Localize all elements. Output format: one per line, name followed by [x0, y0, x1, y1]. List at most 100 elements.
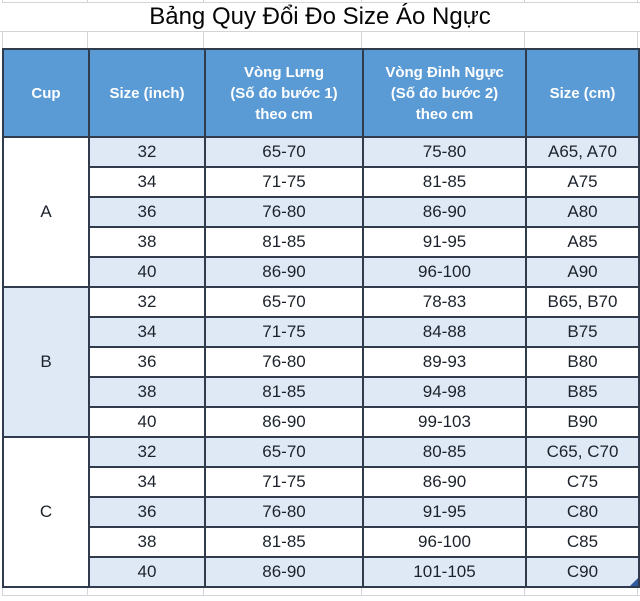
bust-cell: 96-100: [362, 526, 527, 558]
size-inch-cell: 34: [88, 466, 206, 498]
title-row: Bảng Quy Đổi Đo Size Áo Ngực: [0, 3, 640, 32]
gridline-cell: [362, 32, 525, 48]
gridline-cell: [525, 0, 638, 2]
size-inch-cell: 32: [88, 436, 206, 468]
bust-cell: 96-100: [362, 256, 527, 288]
table-row: A 32 65-70 75-80 A65, A70: [2, 136, 640, 288]
gridline-cell: [88, 0, 204, 2]
table-row: C 32 65-70 80-85 C65, C70: [2, 436, 640, 588]
bust-cell: 84-88: [362, 316, 527, 348]
band-cell: 71-75: [204, 166, 364, 198]
table-row: 38 81-85 96-100 C85: [3, 526, 640, 558]
gridline-cell: [204, 32, 362, 48]
gridline-cell: [88, 32, 204, 48]
band-cell: 86-90: [204, 556, 364, 588]
band-cell: 65-70: [204, 436, 364, 468]
band-cell: 81-85: [204, 226, 364, 258]
band-cell: 81-85: [204, 526, 364, 558]
size-cm-cell: C65, C70: [525, 436, 640, 468]
cup-b-cell: B: [2, 286, 90, 438]
bust-cell: 81-85: [362, 166, 527, 198]
gridline-cell: [362, 588, 525, 595]
size-inch-cell: 40: [88, 256, 206, 288]
table-row: 38 81-85 91-95 A85: [3, 226, 640, 258]
size-conversion-table: Cup Size (inch) Vòng Lưng (Số đo bước 1)…: [2, 48, 640, 588]
size-cm-cell: C75: [525, 466, 640, 498]
size-cm-cell: B75: [525, 316, 640, 348]
col-header-size-inch: Size (inch): [88, 48, 206, 138]
gridline-cell: [2, 588, 88, 595]
gridline-cell: [88, 588, 204, 595]
size-inch-cell: 38: [88, 376, 206, 408]
gridline-row-bottom: [2, 588, 640, 596]
cup-c-cell: C: [2, 436, 90, 588]
band-cell: 76-80: [204, 496, 364, 528]
col-header-band: Vòng Lưng (Số đo bước 1) theo cm: [204, 48, 364, 138]
band-cell: 71-75: [204, 466, 364, 498]
page-title: Bảng Quy Đổi Đo Size Áo Ngực: [149, 3, 491, 30]
gridline-row-top: [2, 0, 640, 3]
band-cell: 76-80: [204, 196, 364, 228]
size-inch-cell: 34: [88, 166, 206, 198]
header-row: Cup Size (inch) Vòng Lưng (Số đo bước 1)…: [2, 48, 640, 138]
bust-cell: 91-95: [362, 226, 527, 258]
bust-cell: 99-103: [362, 406, 527, 438]
size-inch-cell: 34: [88, 316, 206, 348]
gridline-cell: [525, 588, 638, 595]
band-cell: 65-70: [204, 136, 364, 168]
bust-cell: 86-90: [362, 196, 527, 228]
size-inch-cell: 36: [88, 196, 206, 228]
size-inch-cell: 32: [88, 136, 206, 168]
size-inch-cell: 36: [88, 346, 206, 378]
table-row: 36 76-80 89-93 B80: [3, 346, 640, 378]
size-inch-cell: 38: [88, 526, 206, 558]
table-row: 40 86-90 101-105 C90: [3, 556, 640, 588]
table-row: 40 86-90 99-103 B90: [3, 406, 640, 438]
table-row: B 32 65-70 78-83 B65, B70: [2, 286, 640, 438]
table-row: 40 86-90 96-100 A90: [3, 256, 640, 288]
size-cm-cell: A90: [525, 256, 640, 288]
size-cm-cell: C85: [525, 526, 640, 558]
gridline-cell: [2, 32, 88, 48]
size-cm-cell: B85: [525, 376, 640, 408]
table-row: 36 76-80 91-95 C80: [3, 496, 640, 528]
table-row: 36 76-80 86-90 A80: [3, 196, 640, 228]
col-header-cup: Cup: [2, 48, 90, 138]
gridline-cell: [2, 0, 88, 2]
size-inch-cell: 40: [88, 556, 206, 588]
table-row: 38 81-85 94-98 B85: [3, 376, 640, 408]
gridline-cell: [362, 0, 525, 2]
col-header-bust: Vòng Đỉnh Ngực (Số đo bước 2) theo cm: [362, 48, 527, 138]
gridline-cell: [204, 588, 362, 595]
selection-fill-handle-icon: [630, 578, 637, 585]
gridline-cell: [525, 32, 638, 48]
bust-cell: 94-98: [362, 376, 527, 408]
bust-cell: 89-93: [362, 346, 527, 378]
size-inch-cell: 38: [88, 226, 206, 258]
bust-cell: 75-80: [362, 136, 527, 168]
band-cell: 86-90: [204, 406, 364, 438]
size-cm-cell: C90: [525, 556, 640, 588]
size-cm-cell: A80: [525, 196, 640, 228]
band-cell: 81-85: [204, 376, 364, 408]
col-header-size-cm: Size (cm): [525, 48, 640, 138]
cell-value: C90: [566, 562, 599, 581]
bust-cell: 80-85: [362, 436, 527, 468]
band-cell: 71-75: [204, 316, 364, 348]
size-cm-cell: B80: [525, 346, 640, 378]
cup-a-cell: A: [2, 136, 90, 288]
gridline-cell: [204, 0, 362, 2]
bust-cell: 101-105: [362, 556, 527, 588]
size-inch-cell: 32: [88, 286, 206, 318]
bust-cell: 78-83: [362, 286, 527, 318]
band-cell: 86-90: [204, 256, 364, 288]
size-cm-cell: C80: [525, 496, 640, 528]
bust-cell: 91-95: [362, 496, 527, 528]
band-cell: 65-70: [204, 286, 364, 318]
bust-cell: 86-90: [362, 466, 527, 498]
size-cm-cell: B65, B70: [525, 286, 640, 318]
table-row: 34 71-75 84-88 B75: [3, 316, 640, 348]
gridline-row-gap: [2, 32, 640, 48]
size-inch-cell: 40: [88, 406, 206, 438]
size-cm-cell: A75: [525, 166, 640, 198]
